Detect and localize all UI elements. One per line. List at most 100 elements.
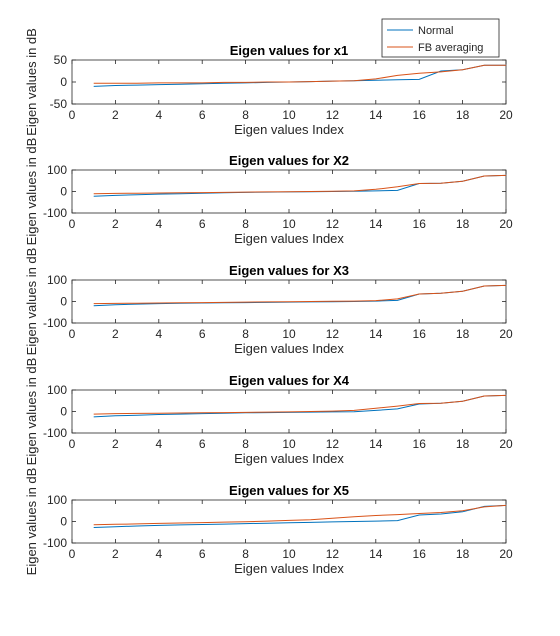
subplot-title: Eigen values for X2 [229,153,349,168]
plot-area-5 [71,499,507,544]
x-tick-label: 16 [413,217,427,231]
y-tick-label: -50 [50,97,68,111]
x-tick-label: 12 [326,217,340,231]
y-axis-label: Eigen values in dB [24,248,39,356]
y-tick-label: 100 [47,273,67,287]
x-tick-label: 18 [456,547,470,561]
x-tick-label: 8 [242,547,249,561]
x-axis-label: Eigen values Index [234,561,344,576]
x-tick-label: 12 [326,108,340,122]
y-tick-label: 0 [60,75,67,89]
x-tick-label: 6 [199,437,206,451]
y-axis-label: Eigen values in dB [24,358,39,466]
x-tick-label: 6 [199,108,206,122]
x-tick-label: 14 [369,108,383,122]
x-tick-label: 2 [112,327,119,341]
series-line-fb-averaging-5 [93,504,507,526]
x-tick-label: 18 [456,327,470,341]
y-tick-label: 100 [47,493,67,507]
y-tick-label: -100 [43,426,67,440]
x-tick-label: 4 [155,217,162,231]
x-tick-label: 10 [282,547,296,561]
x-tick-label: 8 [242,108,249,122]
y-axis-label: Eigen values in dB [24,138,39,246]
x-tick-label: 14 [369,437,383,451]
y-tick-label: 0 [60,405,67,419]
x-tick-label: 18 [456,217,470,231]
x-tick-label: 10 [282,437,296,451]
series-line-fb-averaging-4 [93,394,507,415]
y-axis-label: Eigen values in dB [24,28,39,136]
y-tick-label: -100 [43,206,67,220]
legend-box [381,18,500,58]
x-tick-label: 0 [69,547,76,561]
x-tick-label: 2 [112,437,119,451]
x-tick-label: 4 [155,437,162,451]
x-tick-label: 0 [69,437,76,451]
x-axis-label: Eigen values Index [234,341,344,356]
series-line-fb-averaging-2 [93,174,507,195]
subplot-title: Eigen values for x1 [230,43,349,58]
x-tick-label: 2 [112,108,119,122]
y-tick-label: 0 [60,515,67,529]
subplot-title: Eigen values for X5 [229,483,349,498]
x-tick-label: 16 [413,327,427,341]
x-tick-label: 12 [326,437,340,451]
x-axis-label: Eigen values Index [234,122,344,137]
x-axis-label: Eigen values Index [234,451,344,466]
subplot-title: Eigen values for X3 [229,263,349,278]
x-tick-label: 6 [199,327,206,341]
x-tick-label: 20 [499,327,513,341]
x-tick-label: 0 [69,217,76,231]
legend-label-fb-averaging: FB averaging [418,42,483,54]
y-tick-label: 100 [47,383,67,397]
x-tick-label: 8 [242,327,249,341]
x-tick-label: 20 [499,217,513,231]
y-axis-label: Eigen values in dB [24,468,39,576]
series-line-fb-averaging-3 [93,284,507,305]
x-tick-label: 16 [413,108,427,122]
y-tick-label: 50 [54,53,68,67]
x-tick-label: 14 [369,547,383,561]
x-tick-label: 20 [499,437,513,451]
x-tick-label: 14 [369,217,383,231]
series-line-normal-5 [93,504,507,528]
x-tick-label: 12 [326,547,340,561]
series-line-fb-averaging-1 [93,64,506,84]
x-tick-label: 14 [369,327,383,341]
x-tick-label: 10 [282,327,296,341]
x-tick-label: 16 [413,547,427,561]
x-tick-label: 8 [242,217,249,231]
x-tick-label: 12 [326,327,340,341]
x-tick-label: 20 [499,547,513,561]
y-tick-label: 100 [47,163,67,177]
legend-label-normal: Normal [418,25,453,37]
x-tick-label: 2 [112,217,119,231]
x-tick-label: 10 [282,217,296,231]
x-tick-label: 10 [282,108,296,122]
x-axis-label: Eigen values Index [234,231,344,246]
y-tick-label: -100 [43,316,67,330]
x-tick-label: 4 [155,327,162,341]
x-tick-label: 0 [69,327,76,341]
x-tick-label: 2 [112,547,119,561]
x-tick-label: 4 [155,547,162,561]
y-tick-label: 0 [60,295,67,309]
x-tick-label: 20 [499,108,513,122]
x-tick-label: 0 [69,108,76,122]
x-tick-label: 8 [242,437,249,451]
x-tick-label: 4 [155,108,162,122]
y-tick-label: 0 [60,185,67,199]
legend: Normal FB averaging [381,18,500,58]
subplot-title: Eigen values for X4 [229,373,350,388]
x-tick-label: 18 [456,108,470,122]
x-tick-label: 6 [199,547,206,561]
x-tick-label: 6 [199,217,206,231]
